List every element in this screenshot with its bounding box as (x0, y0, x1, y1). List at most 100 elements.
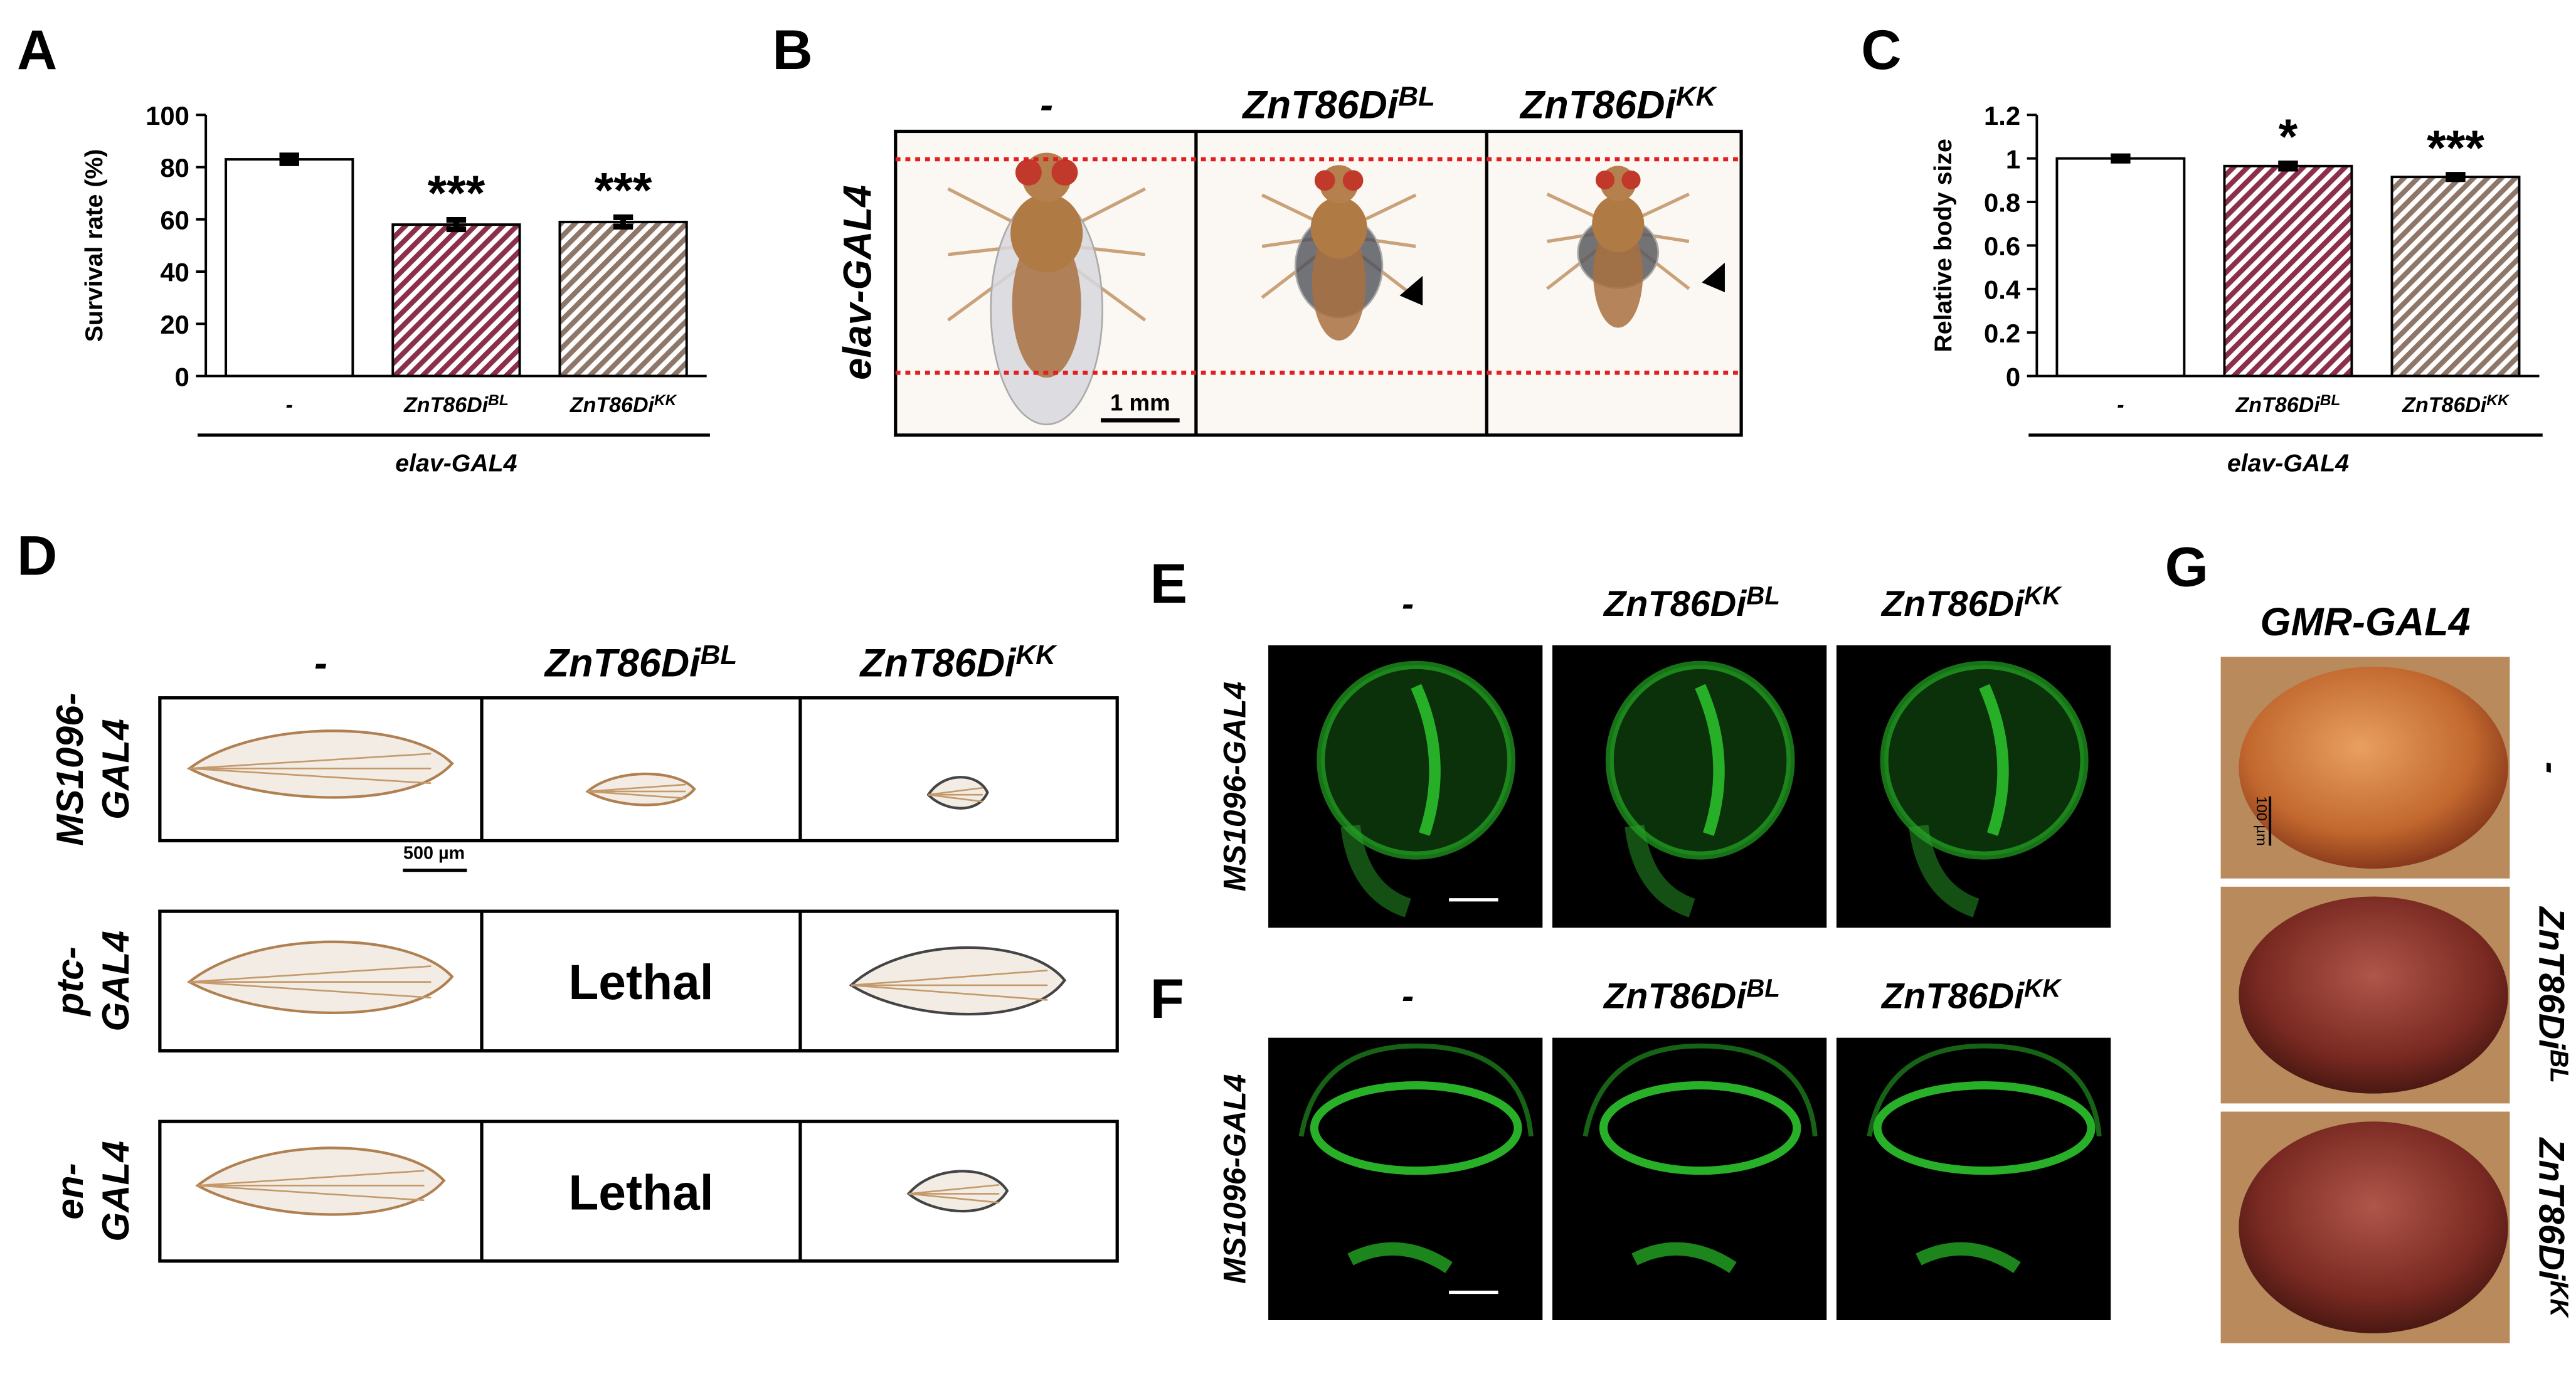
text-part: ZnT86Di (2402, 393, 2488, 417)
row-label: ZnT86DiKK (2531, 1136, 2573, 1318)
bar (391, 223, 521, 378)
superscript: BL (1746, 974, 1780, 1002)
y-tick-label: 0.4 (1984, 275, 2021, 305)
wg-hinge (1631, 1242, 1737, 1273)
wing-vein (908, 1183, 1000, 1195)
column-header: ZnT86DiKK (1880, 974, 2062, 1016)
fly-thorax (1592, 195, 1645, 252)
scale-label: 100 µm (1446, 1269, 1502, 1288)
text-part: ZnT86Di (544, 642, 701, 685)
y-tick-label: 20 (160, 310, 189, 339)
text-part: - (2117, 393, 2124, 417)
column-header: ZnT86DiKK (859, 640, 1058, 685)
superscript: BL (2545, 1049, 2573, 1083)
scale-label: 100 µm (2254, 796, 2270, 846)
row-label: - (2531, 761, 2572, 773)
significance: * (2279, 109, 2298, 164)
superscript: BL (2320, 392, 2341, 409)
eye (2239, 1121, 2508, 1333)
text-part: ZnT86Di (2531, 1136, 2572, 1281)
y-tick-label: 80 (160, 153, 189, 183)
panel-label: E (1150, 552, 1187, 615)
x-tick-label: - (286, 393, 293, 417)
text-part: ZnT86Di (2531, 906, 2572, 1050)
text-part: ZnT86Di (570, 393, 655, 417)
row-label-line: GAL4 (94, 1141, 137, 1242)
wing-vein (587, 790, 686, 800)
disc-stalk (1340, 824, 1412, 918)
text-part: ZnT86Di (1519, 83, 1677, 127)
y-tick-label: 1.2 (1984, 101, 2020, 130)
text-part: ZnT86Di (1880, 584, 2025, 624)
column-header: ZnT86DiBL (1603, 974, 1780, 1016)
y-tick-label: 60 (160, 205, 189, 235)
fly-eye (1051, 159, 1078, 186)
driver-label: GMR-GAL4 (2260, 600, 2470, 644)
superscript: BL (1746, 582, 1780, 610)
text-part: ZnT86Di (1880, 976, 2025, 1017)
fly-thorax (1310, 197, 1367, 259)
x-tick-label: ZnT86DiBL (403, 392, 509, 417)
disc-stalk (1909, 824, 1980, 918)
column-header: ZnT86DiKK (1880, 582, 2062, 624)
text-part: ZnT86Di (403, 393, 489, 417)
panel-label: F (1150, 967, 1184, 1030)
column-header: ZnT86DiKK (1519, 82, 1718, 127)
x-tick-label: ZnT86DiKK (570, 392, 678, 417)
en-stripe (1979, 684, 2009, 836)
wg-hinge (1347, 1242, 1453, 1273)
superscript: KK (2024, 582, 2062, 610)
superscript: BL (701, 640, 738, 670)
superscript: KK (2486, 392, 2510, 409)
row-label-line: en- (48, 1163, 91, 1219)
disc-tissue (1605, 660, 1795, 860)
wg-hinge (1916, 1242, 2021, 1273)
en-stripe (1411, 684, 1441, 836)
wing-vein (851, 984, 1048, 1001)
error-bar (446, 217, 467, 233)
row-label-line: MS1096- (48, 692, 91, 845)
fly-eye (1342, 170, 1364, 191)
fly-leg (1070, 187, 1146, 228)
column-header: ZnT86DiBL (1241, 82, 1434, 127)
x-tick-label: ZnT86DiKK (2402, 392, 2510, 417)
y-tick-label: 0.6 (1984, 231, 2020, 261)
wg-ring (1599, 1081, 1801, 1175)
stain-label: wg (1292, 1272, 1338, 1308)
bar (225, 158, 354, 378)
y-tick-label: 0 (2006, 362, 2020, 391)
wing-vein (928, 786, 983, 796)
wg-ring (1873, 1081, 2096, 1175)
wing-vein (197, 1170, 425, 1187)
eye (2239, 896, 2508, 1094)
wg-outer (1298, 1043, 1534, 1137)
disc-stalk (1625, 824, 1695, 918)
wg-ring (1310, 1081, 1522, 1175)
bar (2223, 164, 2353, 378)
text-part: ZnT86Di (2235, 393, 2321, 417)
text-part: - (1040, 83, 1053, 127)
arrowhead (1702, 262, 1725, 293)
y-axis-label: Relative body size (1929, 139, 1957, 352)
text-part: - (1402, 976, 1414, 1017)
significance: *** (428, 166, 485, 221)
error-bar (2111, 153, 2131, 164)
disc-tissue (1880, 660, 2089, 860)
text-part: ZnT86Di (1603, 584, 1747, 624)
fly-leg (1261, 193, 1321, 225)
scale-label: 100 µm (1446, 877, 1502, 896)
panel-label: G (2165, 536, 2208, 598)
panel-label: D (17, 524, 57, 586)
superscript: KK (1676, 82, 1718, 112)
bar (558, 220, 688, 378)
disc-tissue (1317, 660, 1516, 860)
wing-vein (189, 981, 432, 999)
scale-label: 500 µm (403, 843, 465, 863)
fly-eye (1621, 170, 1641, 190)
wg-outer (1867, 1043, 2102, 1137)
group-label: elav-GAL4 (395, 449, 517, 477)
error-bar (2278, 161, 2298, 172)
wg-outer (1582, 1043, 1818, 1137)
y-tick-label: 0.8 (1984, 188, 2020, 218)
